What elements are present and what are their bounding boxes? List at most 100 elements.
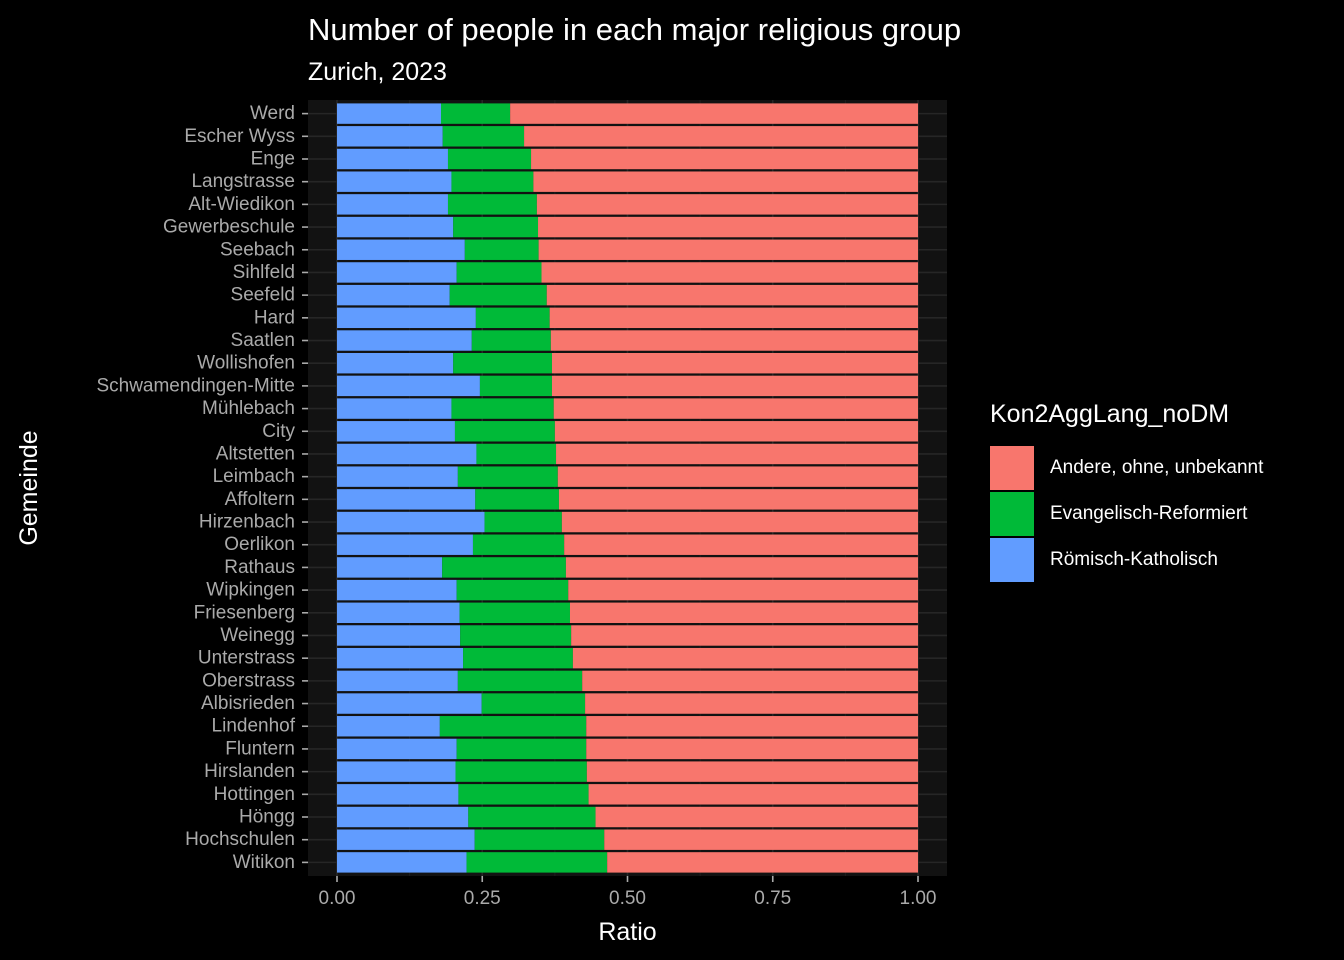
bar-r-misch-katholisch-leimbach <box>337 466 458 487</box>
bar-r-misch-katholisch-affoltern <box>337 489 476 510</box>
bar-evangelisch-reformiert-oerlikon <box>472 534 565 555</box>
y-tick-label: Seebach <box>220 239 295 260</box>
bar-r-misch-katholisch-sihlfeld <box>337 262 457 283</box>
y-tick-label: Hard <box>254 307 295 328</box>
y-tick-label: Affoltern <box>225 489 295 510</box>
y-tick-label: Witikon <box>233 852 295 873</box>
y-tick-label: Escher Wyss <box>184 126 295 147</box>
bar-r-misch-katholisch-witikon <box>337 852 467 873</box>
bar-r-misch-katholisch-gewerbeschule <box>337 216 454 238</box>
y-tick-label: Friesenberg <box>194 602 295 623</box>
bar-r-misch-katholisch-city <box>337 421 455 442</box>
bar-evangelisch-reformiert-rathaus <box>442 557 566 578</box>
bar-evangelisch-reformiert-saatlen <box>471 330 551 351</box>
bar-r-misch-katholisch-langstrasse <box>337 171 452 192</box>
bar-r-misch-katholisch-seefeld <box>337 284 450 306</box>
legend: Kon2AggLang_noDM Andere, ohne, unbekannt… <box>990 400 1263 583</box>
bar-evangelisch-reformiert-fluntern <box>456 738 587 760</box>
x-tick-label: 1.00 <box>900 888 937 909</box>
bar-evangelisch-reformiert-hirzenbach <box>484 511 562 533</box>
y-tick-label: Weinegg <box>220 625 295 646</box>
y-tick-label: Oerlikon <box>224 534 295 555</box>
bar-r-misch-katholisch-m-hlebach <box>337 398 452 419</box>
y-tick-label: Hochschulen <box>185 829 295 850</box>
bar-andere-ohne-unbekannt-fluntern <box>586 738 918 760</box>
bar-andere-ohne-unbekannt-unterstrass <box>572 647 918 669</box>
bar-andere-ohne-unbekannt-h-ngg <box>595 806 918 828</box>
bar-r-misch-katholisch-oerlikon <box>337 534 473 555</box>
bar-andere-ohne-unbekannt-gewerbeschule <box>538 216 918 238</box>
bar-evangelisch-reformiert-alt-wiedikon <box>447 194 537 215</box>
bar-evangelisch-reformiert-friesenberg <box>459 602 570 624</box>
bar-evangelisch-reformiert-affoltern <box>475 489 559 510</box>
bar-andere-ohne-unbekannt-hard <box>549 307 918 329</box>
bar-andere-ohne-unbekannt-wollishofen <box>551 352 918 374</box>
bar-evangelisch-reformiert-m-hlebach <box>451 398 554 419</box>
bar-andere-ohne-unbekannt-rathaus <box>565 557 918 578</box>
bar-evangelisch-reformiert-werd <box>440 103 511 124</box>
bar-andere-ohne-unbekannt-affoltern <box>558 489 918 510</box>
bar-r-misch-katholisch-hard <box>337 307 476 329</box>
y-tick-label: Oberstrass <box>202 670 295 691</box>
bar-evangelisch-reformiert-albisrieden <box>481 693 586 714</box>
y-tick-label: Höngg <box>239 807 295 828</box>
bar-r-misch-katholisch-wipkingen <box>337 579 457 601</box>
legend-key-andere <box>990 446 1034 490</box>
bar-andere-ohne-unbekannt-oerlikon <box>564 534 918 555</box>
bar-r-misch-katholisch-hirslanden <box>337 761 456 782</box>
bar-evangelisch-reformiert-enge <box>447 148 532 170</box>
bar-andere-ohne-unbekannt-wipkingen <box>568 579 918 601</box>
bar-andere-ohne-unbekannt-friesenberg <box>569 602 918 624</box>
y-axis-title: Gemeinde <box>15 430 43 545</box>
bar-andere-ohne-unbekannt-weinegg <box>571 625 918 646</box>
bar-evangelisch-reformiert-h-ngg <box>468 806 596 828</box>
y-tick-label: Rathaus <box>224 557 295 578</box>
bar-evangelisch-reformiert-schwamendingen-mitte <box>479 375 552 397</box>
bar-evangelisch-reformiert-seebach <box>464 239 539 260</box>
bar-evangelisch-reformiert-seefeld <box>449 284 547 306</box>
bar-andere-ohne-unbekannt-saatlen <box>550 330 918 351</box>
bar-r-misch-katholisch-h-ngg <box>337 806 469 828</box>
bar-evangelisch-reformiert-gewerbeschule <box>453 216 539 238</box>
legend-item-evangelisch: Evangelisch-Reformiert <box>990 491 1263 537</box>
y-tick-label: Gewerbeschule <box>163 217 295 238</box>
y-tick-label: Seefeld <box>231 285 295 306</box>
y-tick-label: Altstetten <box>216 443 295 464</box>
bar-r-misch-katholisch-fluntern <box>337 738 457 760</box>
bar-andere-ohne-unbekannt-escher-wyss <box>524 126 918 147</box>
x-tick-label: 0.25 <box>464 888 501 909</box>
bar-r-misch-katholisch-friesenberg <box>337 602 460 624</box>
bar-andere-ohne-unbekannt-altstetten <box>556 443 918 465</box>
bar-evangelisch-reformiert-wollishofen <box>453 352 552 374</box>
legend-item-andere: Andere, ohne, unbekannt <box>990 445 1263 491</box>
y-tick-label: City <box>262 421 295 442</box>
bar-r-misch-katholisch-escher-wyss <box>337 126 443 147</box>
bar-andere-ohne-unbekannt-hirslanden <box>586 761 918 782</box>
bar-evangelisch-reformiert-wipkingen <box>456 579 569 601</box>
bar-evangelisch-reformiert-oberstrass <box>457 670 583 692</box>
bar-andere-ohne-unbekannt-werd <box>510 103 918 124</box>
bar-andere-ohne-unbekannt-witikon <box>607 852 918 873</box>
bar-r-misch-katholisch-weinegg <box>337 625 461 646</box>
y-tick-label: Albisrieden <box>201 693 295 714</box>
bar-evangelisch-reformiert-langstrasse <box>451 171 534 192</box>
bar-r-misch-katholisch-unterstrass <box>337 647 464 669</box>
y-tick-label: Alt-Wiedikon <box>188 194 295 215</box>
bar-r-misch-katholisch-hottingen <box>337 784 459 805</box>
y-tick-label: Leimbach <box>213 466 295 487</box>
y-tick-label: Wollishofen <box>197 353 295 374</box>
bar-andere-ohne-unbekannt-seefeld <box>546 284 918 306</box>
bar-andere-ohne-unbekannt-oberstrass <box>582 670 918 692</box>
bar-andere-ohne-unbekannt-alt-wiedikon <box>536 194 918 215</box>
legend-item-katholisch: Römisch-Katholisch <box>990 537 1263 583</box>
legend-key-katholisch <box>990 538 1034 582</box>
bar-andere-ohne-unbekannt-hochschulen <box>604 829 918 850</box>
bar-evangelisch-reformiert-leimbach <box>457 466 558 487</box>
x-tick-label: 0.00 <box>319 888 356 909</box>
y-tick-label: Wipkingen <box>206 580 295 601</box>
y-tick-label: Sihlfeld <box>233 262 295 283</box>
bar-andere-ohne-unbekannt-seebach <box>538 239 918 260</box>
y-tick-label: Lindenhof <box>212 716 296 737</box>
bar-evangelisch-reformiert-hochschulen <box>474 829 605 850</box>
bar-r-misch-katholisch-oberstrass <box>337 670 458 692</box>
